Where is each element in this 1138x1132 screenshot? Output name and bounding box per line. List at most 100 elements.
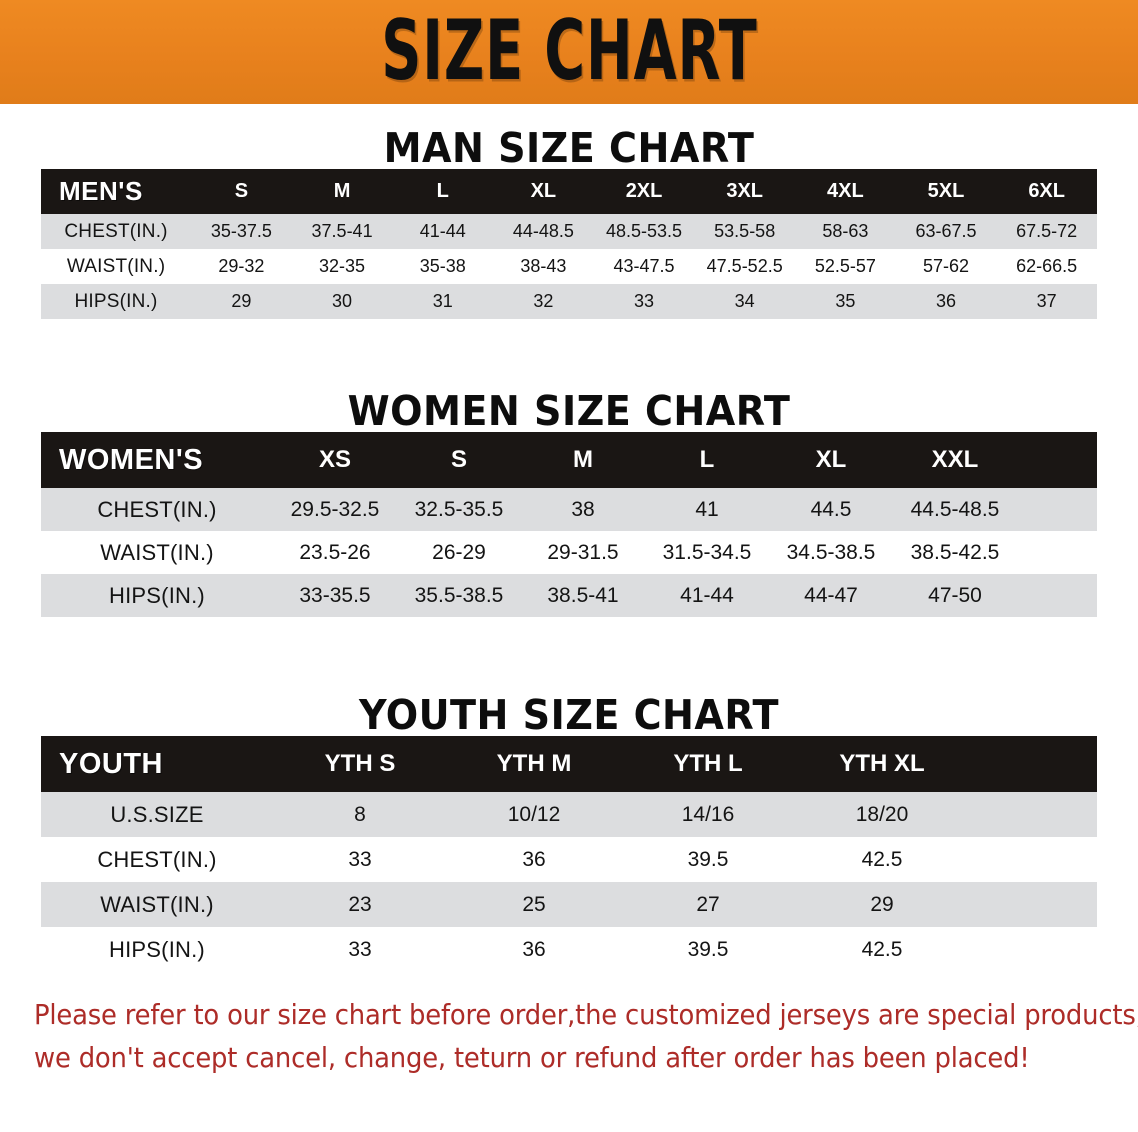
man-chest-6xl: 67.5-72 <box>1016 221 1078 241</box>
man-waist-s: 29-32 <box>218 256 265 276</box>
man-chest-m: 37.5-41 <box>311 221 373 241</box>
man-col-header-5xl: 5XL <box>927 180 965 202</box>
man-waist-5xl: 57-62 <box>922 256 970 276</box>
man-chest-5xl: 63-67.5 <box>915 221 977 241</box>
youth-waist-xl: 29 <box>870 892 894 916</box>
women-waist-xl: 34.5-38.5 <box>786 540 876 564</box>
man-size-table: MEN'S S M L XL 2XL 3XL 4XL 5XL 6XL CHEST… <box>41 169 1097 319</box>
man-chest-3xl: 53.5-58 <box>714 221 776 241</box>
women-chest-xs: 29.5-32.5 <box>290 497 380 521</box>
women-col-header-xl: XL <box>815 446 847 473</box>
man-chest-2xl: 48.5-53.5 <box>606 221 683 241</box>
women-size-table-wrapper: WOMEN'S XS S M L XL XXL CHEST(IN.) 29.5-… <box>41 432 1097 617</box>
youth-ussize-s: 8 <box>354 802 366 826</box>
man-waist-3xl: 47.5-52.5 <box>706 256 783 276</box>
man-waist-4xl: 52.5-57 <box>814 256 876 276</box>
women-hips-xxl: 47-50 <box>928 583 982 607</box>
man-waist-6xl: 62-66.5 <box>1016 256 1078 276</box>
youth-hips-xl: 42.5 <box>861 937 903 961</box>
table-row: HIPS(IN.) 29 30 31 32 33 34 35 36 37 <box>41 284 1097 319</box>
man-chest-l: 41-44 <box>419 221 466 241</box>
youth-row-label-waist: WAIST(IN.) <box>100 891 214 917</box>
table-row: WAIST(IN.) 29-32 32-35 35-38 38-43 43-47… <box>41 249 1097 284</box>
youth-col-header-l: YTH L <box>673 750 743 777</box>
disclaimer-line-2: we don't accept cancel, change, teturn o… <box>34 1041 1030 1074</box>
youth-hips-spacer <box>969 927 1097 972</box>
page-banner: SIZE CHART <box>0 0 1138 104</box>
women-hips-s: 35.5-38.5 <box>414 583 504 607</box>
youth-chest-spacer <box>969 837 1097 882</box>
man-col-header-l: L <box>436 180 449 202</box>
women-hips-m: 38.5-41 <box>547 583 619 607</box>
banner-title: SIZE CHART <box>380 3 758 100</box>
women-chest-l: 41 <box>695 497 719 521</box>
table-row: CHEST(IN.) 29.5-32.5 32.5-35.5 38 41 44.… <box>41 488 1097 531</box>
women-corner-label: WOMEN'S <box>59 443 204 476</box>
man-corner-label: MEN'S <box>59 176 143 206</box>
youth-section-title: YOUTH SIZE CHART <box>359 691 779 739</box>
man-chest-4xl: 58-63 <box>822 221 869 241</box>
man-col-header-4xl: 4XL <box>827 180 864 202</box>
youth-row-label-hips: HIPS(IN.) <box>109 936 205 962</box>
youth-col-header-s: YTH S <box>324 750 396 777</box>
youth-waist-l: 27 <box>696 892 720 916</box>
table-row: WAIST(IN.) 23 25 27 29 <box>41 882 1097 927</box>
youth-size-table: YOUTH YTH S YTH M YTH L YTH XL U.S.SIZE … <box>41 736 1097 972</box>
table-row: HIPS(IN.) 33 36 39.5 42.5 <box>41 927 1097 972</box>
women-header-spacer <box>1017 432 1097 488</box>
youth-hips-m: 36 <box>522 937 546 961</box>
youth-col-header-m: YTH M <box>496 750 572 777</box>
women-hips-xl: 44-47 <box>804 583 858 607</box>
youth-waist-spacer <box>969 882 1097 927</box>
youth-header-spacer <box>969 736 1097 792</box>
women-section-title: WOMEN SIZE CHART <box>347 387 791 435</box>
man-hips-2xl: 33 <box>634 291 655 311</box>
youth-chest-m: 36 <box>522 847 546 871</box>
women-waist-xxl: 38.5-42.5 <box>910 540 1000 564</box>
youth-hips-s: 33 <box>348 937 372 961</box>
man-col-header-s: S <box>234 180 249 202</box>
man-col-header-6xl: 6XL <box>1028 180 1065 202</box>
youth-hips-l: 39.5 <box>687 937 729 961</box>
women-table-header-row: WOMEN'S XS S M L XL XXL <box>41 432 1097 488</box>
women-chest-xxl: 44.5-48.5 <box>910 497 1000 521</box>
youth-chest-xl: 42.5 <box>861 847 903 871</box>
women-hips-spacer <box>1017 574 1097 617</box>
man-col-header-3xl: 3XL <box>726 180 764 202</box>
table-row: CHEST(IN.) 33 36 39.5 42.5 <box>41 837 1097 882</box>
youth-ussize-spacer <box>969 792 1097 837</box>
women-col-header-l: L <box>699 446 715 473</box>
youth-ussize-m: 10/12 <box>507 802 561 826</box>
women-col-header-s: S <box>450 446 467 473</box>
man-row-label-hips: HIPS(IN.) <box>74 290 158 312</box>
women-col-header-xs: XS <box>318 446 351 473</box>
women-section-spacer <box>0 617 1138 655</box>
youth-waist-m: 25 <box>522 892 546 916</box>
man-chest-xl: 44-48.5 <box>512 221 574 241</box>
table-row: CHEST(IN.) 35-37.5 37.5-41 41-44 44-48.5… <box>41 214 1097 249</box>
women-waist-s: 26-29 <box>432 540 486 564</box>
man-hips-l: 31 <box>432 291 453 311</box>
man-hips-5xl: 36 <box>935 291 957 311</box>
man-row-label-chest: CHEST(IN.) <box>64 220 168 242</box>
women-row-label-waist: WAIST(IN.) <box>100 539 214 565</box>
man-size-table-wrapper: MEN'S S M L XL 2XL 3XL 4XL 5XL 6XL CHEST… <box>41 169 1097 319</box>
man-waist-m: 32-35 <box>319 256 366 276</box>
man-waist-2xl: 43-47.5 <box>613 256 675 276</box>
women-hips-xs: 33-35.5 <box>299 583 371 607</box>
women-chest-spacer <box>1017 488 1097 531</box>
man-col-header-m: M <box>333 180 351 202</box>
table-row: HIPS(IN.) 33-35.5 35.5-38.5 38.5-41 41-4… <box>41 574 1097 617</box>
man-hips-m: 30 <box>332 291 353 311</box>
youth-size-table-wrapper: YOUTH YTH S YTH M YTH L YTH XL U.S.SIZE … <box>41 736 1097 972</box>
man-table-header-row: MEN'S S M L XL 2XL 3XL 4XL 5XL 6XL <box>41 169 1097 214</box>
women-col-header-xxl: XXL <box>931 446 979 473</box>
disclaimer-text: Please refer to our size chart before or… <box>34 994 1138 1079</box>
women-waist-l: 31.5-34.5 <box>662 540 752 564</box>
man-section-title: MAN SIZE CHART <box>383 124 755 172</box>
youth-corner-label: YOUTH <box>59 747 163 780</box>
youth-waist-s: 23 <box>348 892 372 916</box>
youth-col-header-xl: YTH XL <box>839 750 925 777</box>
youth-chest-s: 33 <box>348 847 372 871</box>
man-hips-6xl: 37 <box>1036 291 1057 311</box>
